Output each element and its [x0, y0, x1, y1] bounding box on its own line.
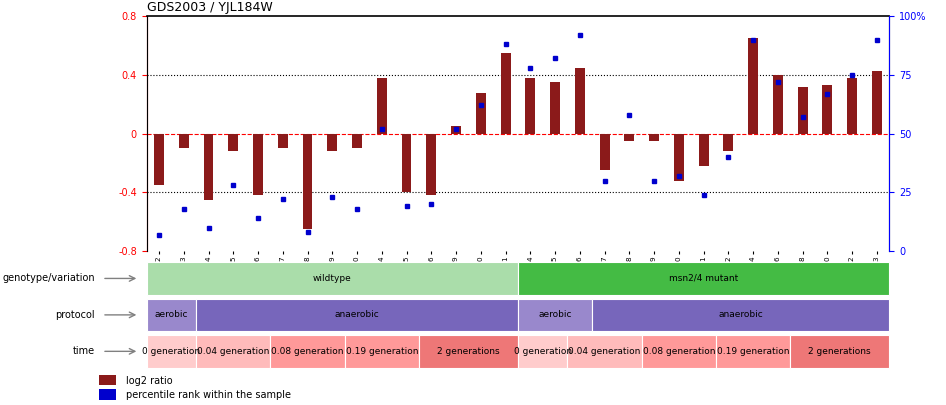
- Text: 0.08 generation: 0.08 generation: [642, 347, 715, 356]
- Text: log2 ratio: log2 ratio: [126, 375, 172, 386]
- Bar: [327, 134, 337, 151]
- Bar: [419, 335, 518, 367]
- Bar: [427, 134, 436, 195]
- Bar: [99, 389, 115, 399]
- Bar: [848, 78, 857, 134]
- Bar: [641, 335, 716, 367]
- Text: percentile rank within the sample: percentile rank within the sample: [126, 390, 290, 400]
- Bar: [568, 335, 641, 367]
- Bar: [624, 134, 634, 141]
- Bar: [748, 38, 758, 134]
- Bar: [271, 335, 344, 367]
- Bar: [203, 134, 214, 200]
- Bar: [352, 134, 362, 148]
- Bar: [551, 82, 560, 134]
- Text: 0.04 generation: 0.04 generation: [197, 347, 270, 356]
- Bar: [147, 335, 196, 367]
- Bar: [822, 85, 832, 134]
- Bar: [773, 75, 782, 134]
- Bar: [254, 134, 263, 195]
- Bar: [518, 262, 889, 294]
- Bar: [451, 126, 461, 134]
- Bar: [600, 134, 609, 171]
- Text: wildtype: wildtype: [313, 274, 352, 283]
- Text: genotype/variation: genotype/variation: [2, 273, 95, 283]
- Bar: [196, 335, 271, 367]
- Bar: [303, 134, 312, 229]
- Bar: [575, 68, 585, 134]
- Text: 0.19 generation: 0.19 generation: [717, 347, 789, 356]
- Bar: [699, 134, 709, 166]
- Text: 2 generations: 2 generations: [809, 347, 871, 356]
- Bar: [179, 134, 188, 148]
- Text: anaerobic: anaerobic: [335, 310, 379, 320]
- Text: 0 generation: 0 generation: [514, 347, 571, 356]
- Bar: [872, 70, 882, 134]
- Text: anaerobic: anaerobic: [718, 310, 763, 320]
- Text: aerobic: aerobic: [538, 310, 571, 320]
- Bar: [724, 134, 733, 151]
- Bar: [196, 299, 517, 331]
- Bar: [147, 299, 196, 331]
- Bar: [99, 375, 115, 386]
- Text: GDS2003 / YJL184W: GDS2003 / YJL184W: [147, 1, 272, 14]
- Bar: [797, 87, 808, 134]
- Bar: [377, 78, 387, 134]
- Bar: [500, 53, 511, 134]
- Bar: [716, 335, 790, 367]
- Text: 0.04 generation: 0.04 generation: [569, 347, 640, 356]
- Bar: [147, 262, 518, 294]
- Bar: [154, 134, 164, 185]
- Bar: [518, 299, 592, 331]
- Bar: [790, 335, 889, 367]
- Bar: [592, 299, 889, 331]
- Text: protocol: protocol: [55, 310, 95, 320]
- Bar: [525, 78, 535, 134]
- Bar: [228, 134, 238, 151]
- Text: 2 generations: 2 generations: [437, 347, 499, 356]
- Bar: [649, 134, 659, 141]
- Bar: [476, 92, 485, 134]
- Text: 0.08 generation: 0.08 generation: [272, 347, 343, 356]
- Bar: [344, 335, 419, 367]
- Bar: [518, 335, 568, 367]
- Bar: [674, 134, 684, 181]
- Bar: [402, 134, 412, 192]
- Text: time: time: [73, 346, 95, 356]
- Text: 0.19 generation: 0.19 generation: [345, 347, 418, 356]
- Bar: [278, 134, 288, 148]
- Text: msn2/4 mutant: msn2/4 mutant: [669, 274, 738, 283]
- Text: aerobic: aerobic: [154, 310, 188, 320]
- Text: 0 generation: 0 generation: [142, 347, 201, 356]
